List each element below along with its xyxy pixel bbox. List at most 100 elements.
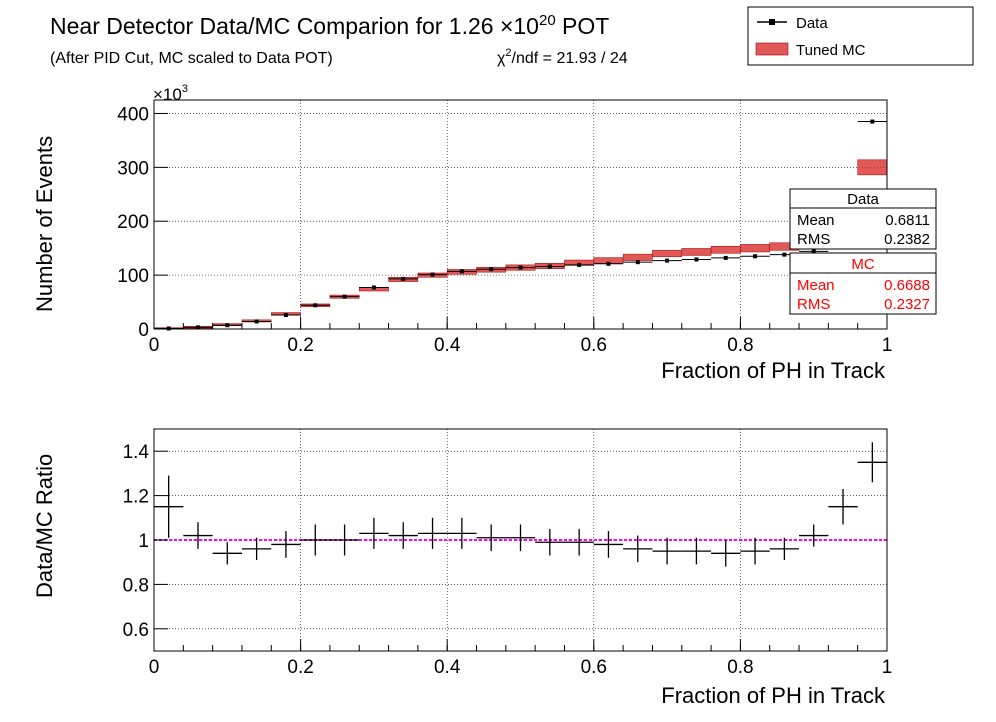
chi2-label: χ2/ndf = 21.93 / 24 bbox=[497, 47, 628, 67]
chart-subtitle: (After PID Cut, MC scaled to Data POT) bbox=[50, 50, 333, 67]
data-point bbox=[665, 258, 670, 263]
legend-data-label: Data bbox=[796, 15, 828, 32]
top-panel: 0 0.2 0.4 0.6 0.8 1 0 100 200 300 400 ×103 Fractio… bbox=[32, 83, 892, 383]
ratio-point bbox=[535, 528, 565, 556]
ratio-point bbox=[417, 517, 448, 549]
top-x-tick-label: 0 bbox=[149, 335, 160, 356]
stats-mc-rms-label: RMS bbox=[797, 296, 830, 313]
bottom-panel: 0 0.2 0.4 0.6 0.8 1 0.6 0.8 1 1.2 1.4 Fraction of … bbox=[32, 428, 893, 708]
data-point bbox=[342, 294, 347, 299]
ratio-point bbox=[476, 524, 506, 552]
stats-data-mean-label: Mean bbox=[797, 212, 835, 229]
ratio-point bbox=[593, 531, 624, 558]
ratio-point bbox=[359, 517, 389, 549]
mc-bin bbox=[857, 159, 888, 176]
chart-title-tail: POT bbox=[556, 13, 610, 39]
data-point bbox=[782, 252, 787, 257]
top-y-tick-label: 400 bbox=[117, 104, 149, 125]
top-x-tick-label: 0.4 bbox=[434, 335, 461, 356]
top-y-axis-label: Number of Events bbox=[32, 136, 57, 312]
stats-data-mean-value: 0.6811 bbox=[885, 212, 930, 229]
ratio-point bbox=[505, 524, 536, 552]
chi2-symbol: χ bbox=[497, 50, 506, 67]
legend-box bbox=[747, 6, 974, 66]
top-axis-ticks: 0 0.2 0.4 0.6 0.8 1 0 100 200 300 400 bbox=[117, 104, 892, 356]
legend-data-marker bbox=[769, 19, 775, 25]
mc-bin bbox=[710, 246, 741, 254]
title-block: Near Detector Data/MC Comparion for 1.26… bbox=[50, 12, 628, 67]
top-y-tick-label: 100 bbox=[117, 266, 149, 287]
top-x-axis-label: Fraction of PH in Track bbox=[661, 358, 886, 383]
y-multiplier: ×103 bbox=[153, 83, 188, 104]
data-point bbox=[694, 257, 699, 262]
data-point bbox=[401, 276, 406, 281]
top-y-tick-label: 300 bbox=[117, 158, 149, 179]
data-point bbox=[489, 267, 494, 272]
y-multiplier-exponent: 3 bbox=[182, 83, 188, 95]
ratio-point bbox=[212, 542, 242, 565]
data-point bbox=[723, 255, 728, 260]
top-y-tick-label: 200 bbox=[117, 212, 149, 233]
ratio-point bbox=[329, 524, 360, 556]
data-point bbox=[430, 272, 435, 277]
legend-mc-label: Tuned MC bbox=[796, 42, 866, 59]
legend: Data Tuned MC bbox=[747, 6, 974, 66]
ratio-point bbox=[271, 531, 301, 558]
data-point bbox=[459, 269, 464, 274]
bottom-x-tick-label: 1 bbox=[882, 657, 893, 678]
data-point bbox=[635, 260, 640, 265]
top-plot-frame bbox=[153, 99, 888, 330]
stats-mc-mean-label: Mean bbox=[797, 277, 835, 294]
data-point bbox=[313, 303, 318, 308]
stats-data-frame bbox=[789, 188, 937, 250]
chi2-exponent: 2 bbox=[505, 47, 511, 59]
chart-title: Near Detector Data/MC Comparion for 1.26… bbox=[50, 12, 609, 39]
top-y-tick-label: 0 bbox=[138, 320, 149, 341]
data-point bbox=[254, 319, 259, 324]
ratio-point bbox=[388, 522, 418, 549]
ratio-point bbox=[740, 537, 770, 565]
data-point bbox=[870, 119, 875, 124]
bottom-x-tick-label: 0 bbox=[149, 657, 160, 678]
data-point bbox=[371, 285, 376, 290]
mc-bin bbox=[681, 248, 712, 256]
mc-bin bbox=[740, 244, 770, 253]
ratio-point bbox=[711, 540, 741, 567]
bottom-y-tick-label: 1.4 bbox=[123, 442, 150, 463]
chi2-text: /ndf = 21.93 / 24 bbox=[512, 50, 628, 67]
bottom-y-tick-label: 1 bbox=[138, 531, 149, 552]
bottom-x-tick-label: 0.8 bbox=[727, 657, 753, 678]
ratio-point bbox=[300, 524, 330, 556]
ratio-point bbox=[769, 537, 800, 560]
data-point bbox=[166, 326, 171, 331]
stats-mc-rms-value: 0.2327 bbox=[884, 296, 930, 313]
ratio-point bbox=[652, 537, 682, 565]
stats-box-data: Data Mean 0.6811 RMS 0.2382 bbox=[789, 188, 937, 250]
ratio-point bbox=[183, 522, 213, 549]
stats-data-rms-value: 0.2382 bbox=[884, 231, 930, 248]
chart-title-main: Near Detector Data/MC Comparion for 1.26… bbox=[50, 13, 539, 39]
bottom-y-tick-label: 0.6 bbox=[123, 620, 149, 641]
stats-box-mc: MC Mean 0.6688 RMS 0.2327 bbox=[789, 252, 937, 315]
stats-mc-title: MC bbox=[851, 256, 874, 273]
mc-bin bbox=[652, 250, 683, 258]
stats-data-rms-label: RMS bbox=[797, 231, 830, 248]
mc-histogram bbox=[153, 159, 888, 330]
ratio-point bbox=[681, 537, 712, 565]
ratio-point bbox=[857, 442, 887, 483]
data-point bbox=[606, 261, 611, 266]
data-point bbox=[283, 312, 288, 317]
bottom-x-tick-label: 0.4 bbox=[434, 657, 461, 678]
ratio-points bbox=[154, 442, 887, 567]
data-point bbox=[811, 249, 816, 254]
ratio-point bbox=[799, 524, 829, 547]
data-points bbox=[154, 119, 887, 331]
data-point bbox=[547, 264, 552, 269]
data-point bbox=[518, 265, 523, 270]
bottom-y-tick-label: 1.2 bbox=[123, 487, 149, 508]
top-x-tick-label: 0.8 bbox=[727, 335, 753, 356]
legend-mc-swatch bbox=[755, 42, 789, 56]
top-x-tick-label: 0.6 bbox=[581, 335, 607, 356]
bottom-x-tick-label: 0.2 bbox=[287, 657, 313, 678]
